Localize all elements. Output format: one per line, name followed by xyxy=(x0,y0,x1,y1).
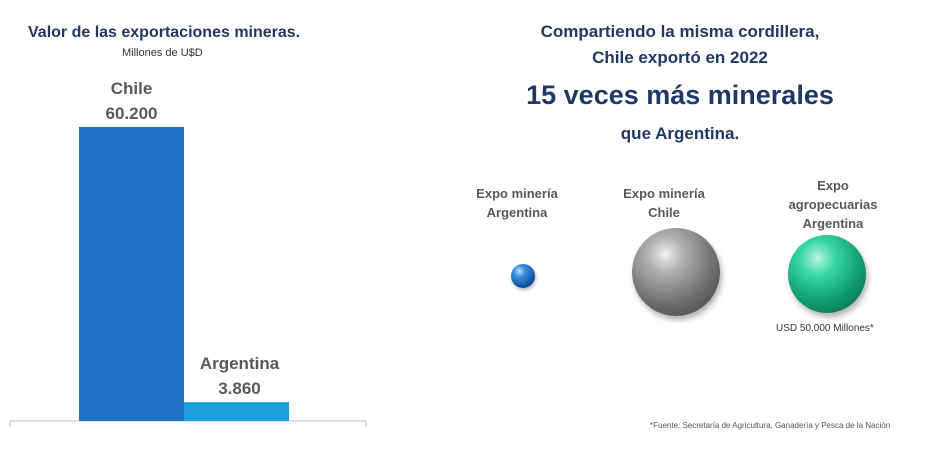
chart-title: Valor de las exportaciones mineras. xyxy=(28,24,301,41)
bubble-note: USD 50.000 Millones* xyxy=(776,323,874,334)
bar-value-label: 3.860 xyxy=(218,379,261,398)
headline-line-3: 15 veces más minerales xyxy=(526,80,834,110)
headline-line-1: Compartiendo la misma cordillera, xyxy=(540,22,820,41)
headline-line-2: Chile exportó en 2022 xyxy=(592,48,768,67)
chart-subtitle: Millones de U$D xyxy=(122,47,203,59)
bubble-expo-mineria-chile xyxy=(632,228,720,316)
bar-category-label: Argentina xyxy=(200,354,280,373)
bubble-label-expo-agropecuarias-argentina: Expo agropecuarias Argentina xyxy=(788,178,878,231)
bubble-label-expo-mineria-chile: Expo minería Chile xyxy=(623,186,705,220)
bar-category-label: Chile xyxy=(111,79,153,98)
bubble-label-expo-mineria-argentina: Expo minería Argentina xyxy=(476,186,558,220)
bar-value-label: 60.200 xyxy=(106,104,158,123)
bubble-expo-agropecuarias-argentina xyxy=(788,235,866,313)
headline-line-4: que Argentina. xyxy=(620,124,740,143)
bar-chile xyxy=(79,127,184,421)
bar-argentina xyxy=(184,402,289,421)
bubble-expo-mineria-argentina xyxy=(511,264,535,288)
source-footnote: *Fuente: Secretaría de Agricultura, Gana… xyxy=(650,421,891,430)
